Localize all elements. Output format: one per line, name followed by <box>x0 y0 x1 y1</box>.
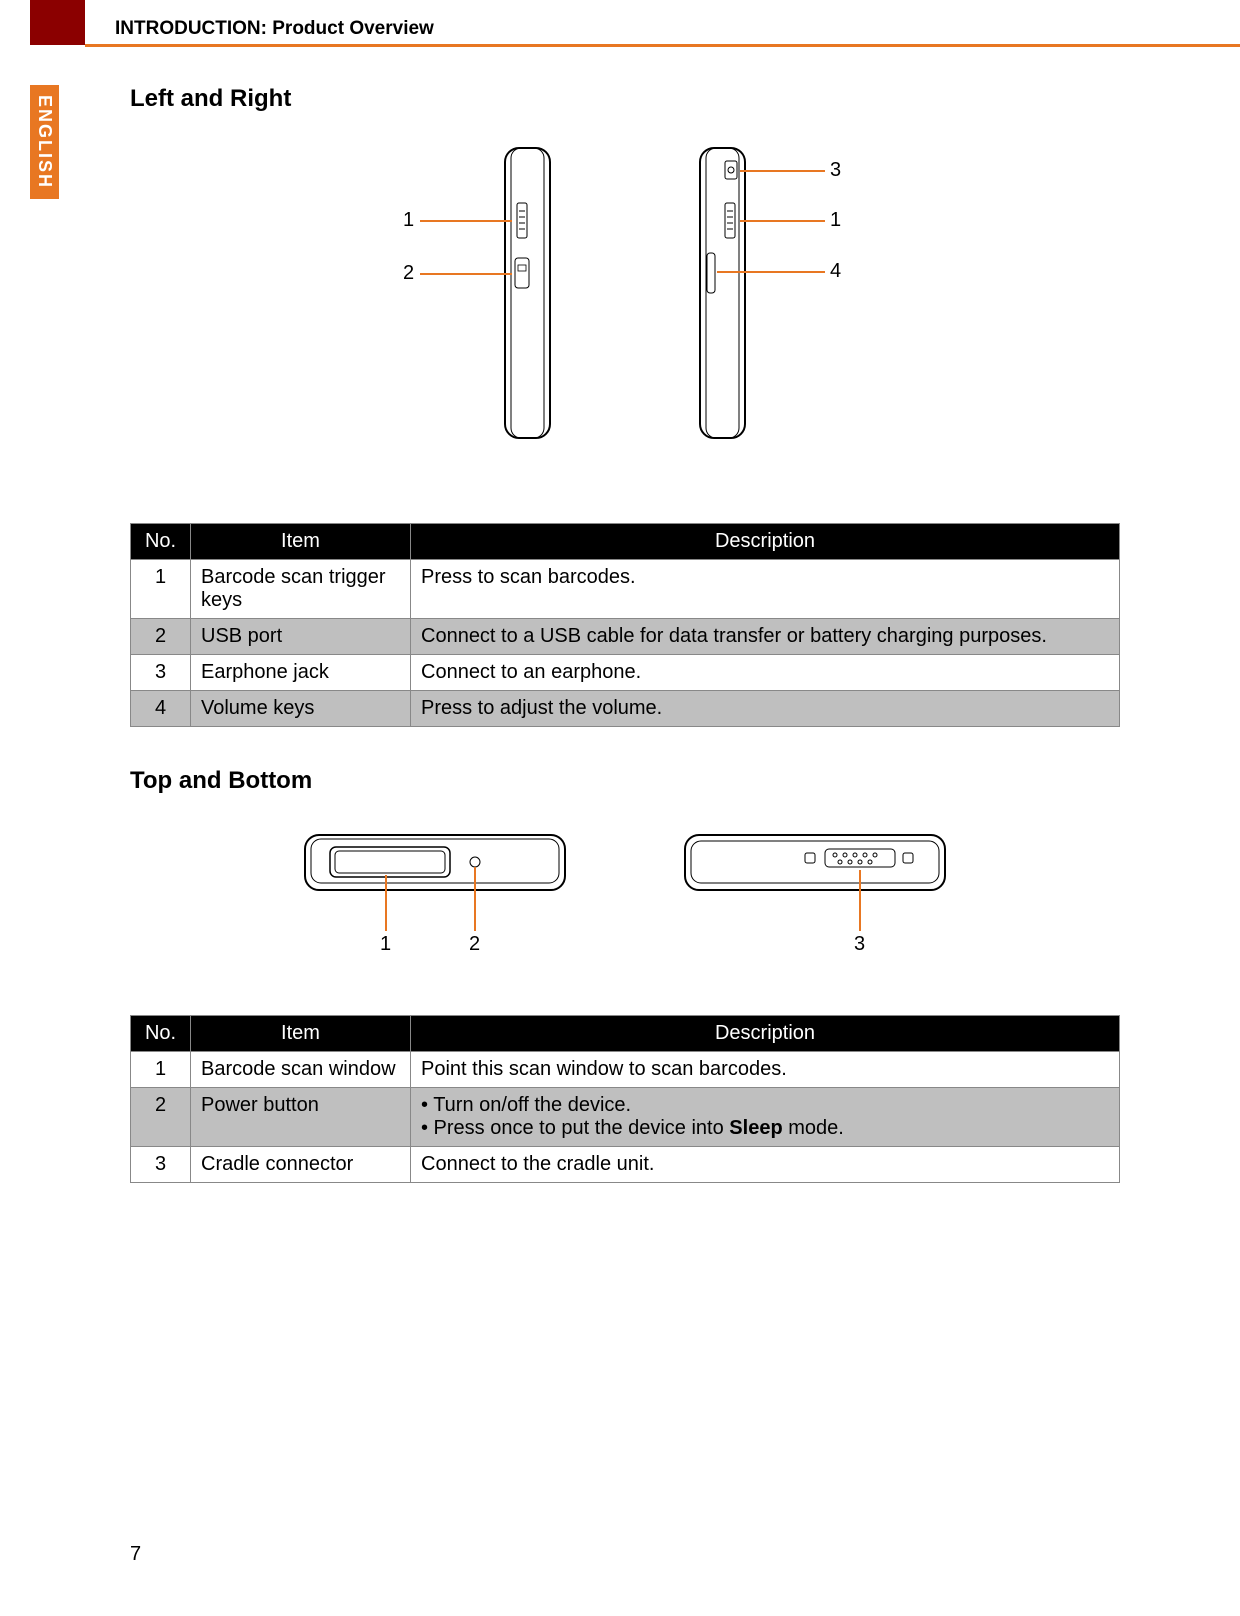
callout-line <box>717 271 825 273</box>
corner-accent-block <box>30 0 85 45</box>
device-top-view: 1 2 <box>295 825 575 975</box>
cell-no: 1 <box>131 560 191 619</box>
callout-line <box>420 273 512 275</box>
cell-item: Power button <box>191 1088 411 1147</box>
callout-label-4: 4 <box>830 260 841 283</box>
callout-label-tb1: 1 <box>380 933 391 956</box>
device-bottom-svg <box>675 825 955 965</box>
device-left-side-view: 1 2 <box>355 143 575 473</box>
callout-label-1b: 1 <box>830 209 841 232</box>
table-row: 2 Power button • Turn on/off the device.… <box>131 1088 1120 1147</box>
th-desc: Description <box>411 524 1120 560</box>
table-row: 1 Barcode scan trigger keys Press to sca… <box>131 560 1120 619</box>
table-row: 2 USB port Connect to a USB cable for da… <box>131 619 1120 655</box>
cell-item: USB port <box>191 619 411 655</box>
language-tab: ENGLISH <box>30 85 59 199</box>
th-item: Item <box>191 524 411 560</box>
device-right-svg <box>675 143 895 443</box>
device-left-svg <box>355 143 575 443</box>
cell-item: Volume keys <box>191 691 411 727</box>
callout-line <box>420 220 512 222</box>
section-title-top-bottom: Top and Bottom <box>130 767 1120 795</box>
table-row: 4 Volume keys Press to adjust the volume… <box>131 691 1120 727</box>
th-no: No. <box>131 524 191 560</box>
cell-item: Barcode scan trigger keys <box>191 560 411 619</box>
table-row: 3 Cradle connector Connect to the cradle… <box>131 1147 1120 1183</box>
cell-item: Barcode scan window <box>191 1052 411 1088</box>
callout-label-tb2: 2 <box>469 933 480 956</box>
cell-no: 3 <box>131 1147 191 1183</box>
callout-label-2: 2 <box>403 262 414 285</box>
cell-no: 2 <box>131 619 191 655</box>
cell-item: Earphone jack <box>191 655 411 691</box>
th-desc: Description <box>411 1016 1120 1052</box>
cell-desc: • Turn on/off the device.• Press once to… <box>411 1088 1120 1147</box>
diagram-top-bottom: 1 2 3 <box>130 825 1120 975</box>
table-row: 3 Earphone jack Connect to an earphone. <box>131 655 1120 691</box>
cell-desc: Connect to the cradle unit. <box>411 1147 1120 1183</box>
callout-line <box>385 875 387 931</box>
diagram-left-right: 1 2 3 <box>130 143 1120 473</box>
parts-table-left-right: No. Item Description 1 Barcode scan trig… <box>130 523 1120 727</box>
th-item: Item <box>191 1016 411 1052</box>
device-top-svg <box>295 825 575 965</box>
callout-line <box>474 867 476 931</box>
cell-no: 2 <box>131 1088 191 1147</box>
section-title-left-right: Left and Right <box>130 85 1120 113</box>
header-title: INTRODUCTION: Product Overview <box>85 18 1240 44</box>
page-number: 7 <box>130 1543 141 1566</box>
callout-label-3: 3 <box>830 159 841 182</box>
parts-table-top-bottom: No. Item Description 1 Barcode scan wind… <box>130 1015 1120 1183</box>
device-right-side-view: 3 1 4 <box>675 143 895 473</box>
table-row: 1 Barcode scan window Point this scan wi… <box>131 1052 1120 1088</box>
main-content: Left and Right 1 2 <box>130 85 1120 1223</box>
callout-label-tb3: 3 <box>854 933 865 956</box>
page-header: INTRODUCTION: Product Overview <box>85 18 1240 47</box>
cell-desc: Press to adjust the volume. <box>411 691 1120 727</box>
cell-desc: Connect to an earphone. <box>411 655 1120 691</box>
th-no: No. <box>131 1016 191 1052</box>
callout-line <box>740 170 825 172</box>
cell-no: 3 <box>131 655 191 691</box>
cell-desc: Connect to a USB cable for data transfer… <box>411 619 1120 655</box>
device-bottom-view: 3 <box>675 825 955 975</box>
callout-line <box>859 870 861 931</box>
cell-no: 4 <box>131 691 191 727</box>
callout-label-1: 1 <box>403 209 414 232</box>
header-divider <box>85 44 1240 47</box>
cell-no: 1 <box>131 1052 191 1088</box>
cell-desc: Point this scan window to scan barcodes. <box>411 1052 1120 1088</box>
callout-line <box>740 220 825 222</box>
cell-desc: Press to scan barcodes. <box>411 560 1120 619</box>
cell-item: Cradle connector <box>191 1147 411 1183</box>
